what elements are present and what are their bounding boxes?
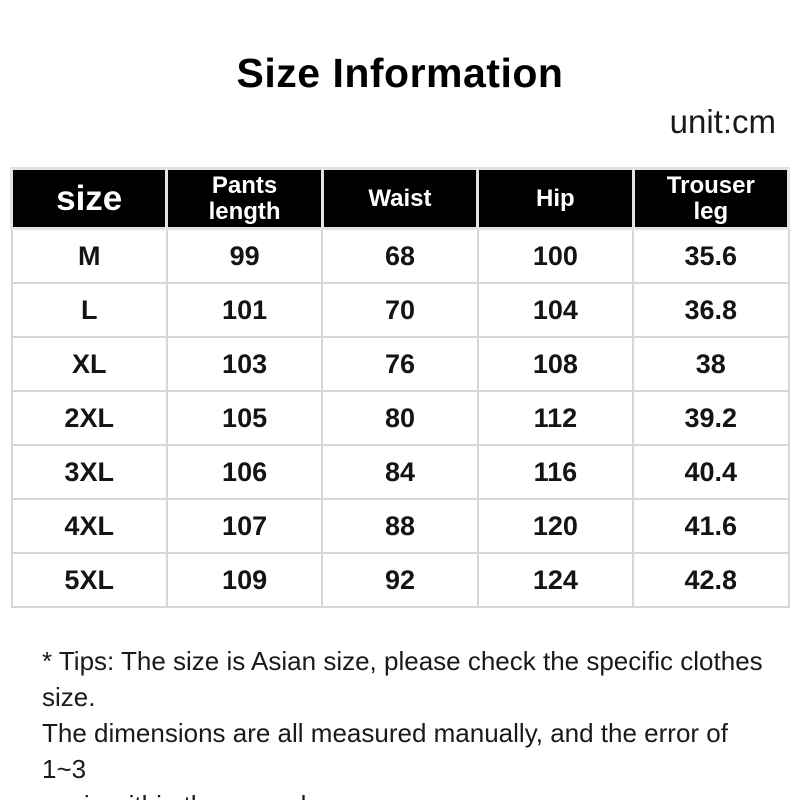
size-cell: 2XL (10, 390, 168, 446)
page-title: Size Information (236, 50, 564, 96)
size-cell: 4XL (10, 498, 168, 554)
table-row: 5XL 109 92 124 42.8 (10, 552, 790, 608)
table-cell: 41.6 (632, 498, 790, 554)
table-cell: 40.4 (632, 444, 790, 500)
table-cell: 39.2 (632, 390, 790, 446)
table-cell: 107 (165, 498, 324, 554)
column-header-trouser-leg: Trouser leg (631, 167, 791, 230)
table-cell: 42.8 (632, 552, 790, 608)
table-row: M 99 68 100 35.6 (10, 227, 790, 284)
size-cell: L (10, 282, 168, 338)
table-cell: 116 (476, 444, 635, 500)
size-cell: 3XL (10, 444, 168, 500)
table-cell: 35.6 (632, 227, 790, 284)
table-cell: 68 (321, 227, 479, 284)
table-row: L 101 70 104 36.8 (10, 282, 790, 338)
column-header-size: size (9, 167, 169, 230)
table-cell: 70 (321, 282, 479, 338)
table-cell: 120 (476, 498, 635, 554)
table-cell: 88 (321, 498, 479, 554)
column-header-waist: Waist (320, 167, 480, 230)
unit-label: unit:cm (669, 103, 776, 140)
table-cell: 103 (165, 336, 324, 392)
table-row: XL 103 76 108 38 (10, 336, 790, 392)
size-cell: M (10, 227, 168, 284)
column-header-hip: Hip (476, 167, 635, 230)
table-cell: 36.8 (632, 282, 790, 338)
column-header-pants-length: Pants length (165, 167, 324, 230)
tips-text: * Tips: The size is Asian size, please c… (42, 646, 763, 800)
table-cell: 109 (165, 552, 324, 608)
table-row: 3XL 106 84 116 40.4 (10, 444, 790, 500)
table-cell: 124 (476, 552, 635, 608)
table-cell: 108 (476, 336, 635, 392)
table-row: 2XL 105 80 112 39.2 (10, 390, 790, 446)
size-cell: XL (10, 336, 168, 392)
table-cell: 84 (321, 444, 479, 500)
table-cell: 38 (632, 336, 790, 392)
table-cell: 106 (165, 444, 324, 500)
table-cell: 112 (476, 390, 635, 446)
table-cell: 92 (321, 552, 479, 608)
table-cell: 104 (476, 282, 635, 338)
table-header-row: size Pants length Waist Hip Trouser leg (9, 167, 791, 230)
table-cell: 76 (321, 336, 479, 392)
table-cell: 80 (321, 390, 479, 446)
table-row: 4XL 107 88 120 41.6 (10, 498, 790, 554)
size-cell: 5XL (10, 552, 168, 608)
table-cell: 101 (165, 282, 324, 338)
table-cell: 99 (165, 227, 324, 284)
size-table: size Pants length Waist Hip Trouser leg … (9, 167, 791, 608)
table-cell: 100 (476, 227, 635, 284)
table-cell: 105 (165, 390, 324, 446)
